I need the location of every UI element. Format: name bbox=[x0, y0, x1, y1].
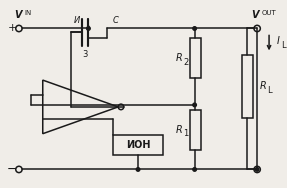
Circle shape bbox=[193, 103, 196, 107]
Text: OUT: OUT bbox=[262, 10, 277, 16]
Bar bbox=[242, 55, 253, 118]
Text: L: L bbox=[281, 41, 285, 50]
Text: V: V bbox=[251, 10, 259, 20]
Text: −: − bbox=[7, 163, 17, 176]
Circle shape bbox=[193, 168, 196, 171]
Text: С: С bbox=[112, 16, 118, 25]
Circle shape bbox=[136, 168, 140, 171]
Text: 2: 2 bbox=[183, 58, 188, 67]
Text: 1: 1 bbox=[183, 129, 188, 138]
Text: IN: IN bbox=[24, 10, 31, 16]
Text: R: R bbox=[175, 53, 182, 63]
Text: L: L bbox=[267, 86, 272, 95]
Text: V: V bbox=[14, 10, 22, 20]
Bar bbox=[190, 110, 201, 150]
Text: R: R bbox=[260, 81, 267, 91]
Circle shape bbox=[87, 27, 90, 30]
Text: ИОН: ИОН bbox=[126, 140, 150, 150]
Text: +: + bbox=[7, 24, 17, 33]
Circle shape bbox=[193, 27, 196, 30]
Text: I: I bbox=[277, 36, 280, 46]
Text: И: И bbox=[73, 16, 79, 25]
Bar bbox=[113, 135, 163, 155]
Bar bbox=[190, 38, 201, 78]
Circle shape bbox=[255, 168, 259, 171]
Text: 3: 3 bbox=[83, 50, 88, 59]
Text: R: R bbox=[175, 125, 182, 135]
